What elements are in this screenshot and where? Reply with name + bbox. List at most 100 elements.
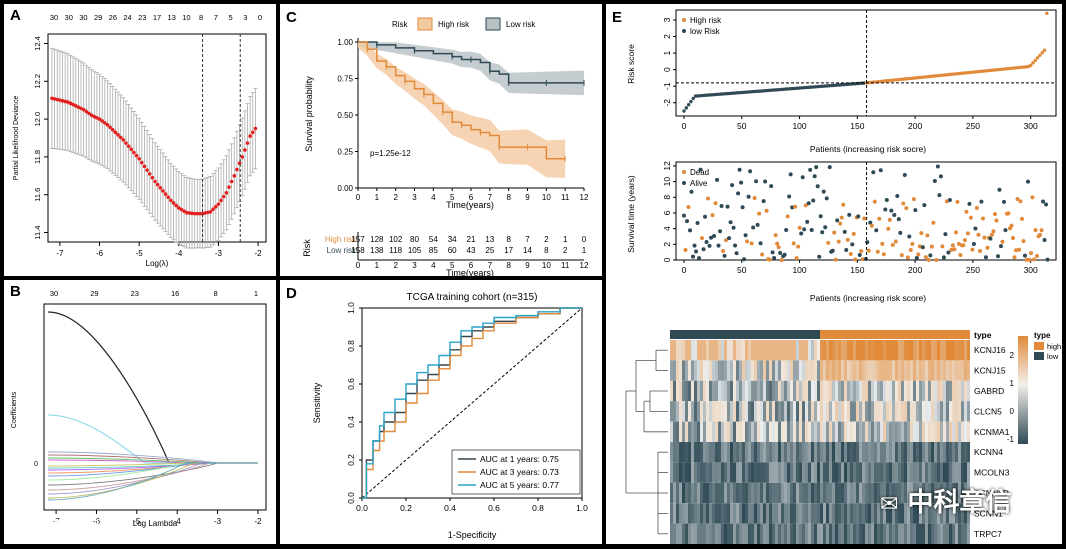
heatmap-cell	[883, 401, 886, 422]
survival-point	[734, 251, 739, 256]
heatmap-cell	[796, 462, 799, 483]
heatmap-cell	[943, 421, 946, 442]
heatmap-cell	[727, 340, 730, 361]
heatmap-cell	[940, 380, 943, 402]
risk-score-point	[682, 109, 686, 113]
heatmap-cell	[751, 442, 754, 463]
heatmap-cell	[934, 523, 937, 544]
heatmap-cell	[820, 380, 823, 402]
survival-point	[799, 231, 804, 236]
deviance-point	[87, 111, 91, 116]
legend-high-label: high	[1047, 342, 1061, 351]
gene-label: CLCN5	[974, 406, 1002, 416]
heatmap-cell	[940, 442, 943, 463]
heatmap-cell	[805, 523, 808, 544]
heatmap-cell	[937, 380, 940, 402]
heatmap-cell	[880, 523, 883, 544]
survival-point	[779, 257, 784, 262]
top-tick-label: 7	[214, 13, 218, 22]
heatmap-cell	[862, 401, 865, 422]
survival-point	[1015, 197, 1020, 202]
heatmap-cell	[733, 523, 736, 544]
heatmap-cell	[853, 503, 856, 524]
heatmap-cell	[730, 360, 733, 381]
heatmap-cell	[781, 421, 784, 442]
heatmap-cell	[811, 503, 814, 524]
heatmap-cell	[958, 523, 961, 544]
heatmap-cell	[901, 442, 904, 463]
heatmap-cell	[811, 401, 814, 422]
heatmap-cell	[697, 380, 700, 402]
survival-point	[979, 199, 984, 204]
heatmap-cell	[910, 503, 913, 524]
heatmap-cell	[961, 442, 964, 463]
heatmap-cell	[706, 503, 709, 524]
heatmap-cell	[835, 360, 838, 381]
heatmap-cell	[796, 482, 799, 504]
heatmap-cell	[769, 401, 772, 422]
heatmap-cell	[856, 360, 859, 381]
heatmap-cell	[670, 462, 673, 483]
heatmap-cell	[688, 340, 691, 361]
heatmap-cell	[868, 442, 871, 463]
heatmap-cell	[859, 442, 862, 463]
heatmap-cell	[679, 523, 682, 544]
heatmap-cell	[793, 380, 796, 402]
y-tick-label: 10	[662, 177, 672, 187]
heatmap-cell	[967, 360, 970, 381]
heatmap-cell	[889, 503, 892, 524]
heatmap-cell	[796, 401, 799, 422]
heatmap-cell	[781, 503, 784, 524]
heatmap-cell	[718, 482, 721, 504]
heatmap-cell	[730, 340, 733, 361]
deviance-point	[250, 130, 255, 135]
heatmap-cell	[724, 442, 727, 463]
survival-point	[752, 196, 757, 201]
heatmap-cell	[718, 401, 721, 422]
heatmap-cell	[742, 523, 745, 544]
heatmap-cell	[865, 462, 868, 483]
deviance-point	[219, 198, 223, 203]
survival-point	[913, 208, 918, 213]
heatmap-cell	[931, 421, 934, 442]
heatmap-cell	[904, 503, 907, 524]
heatmap-cell	[775, 503, 778, 524]
survival-point	[982, 235, 987, 240]
heatmap-cell	[679, 360, 682, 381]
heatmap-cell	[853, 380, 856, 402]
heatmap-cell	[934, 482, 937, 504]
survival-point	[1012, 255, 1017, 260]
survival-point	[1024, 257, 1029, 262]
heatmap-cell	[676, 482, 679, 504]
heatmap-cell	[937, 503, 940, 524]
heatmap-cell	[817, 523, 820, 544]
heatmap-cell	[892, 442, 895, 463]
heatmap-cell	[844, 340, 847, 361]
heatmap-cell	[928, 523, 931, 544]
heatmap-cell	[859, 482, 862, 504]
heatmap-cell	[898, 462, 901, 483]
x-axis-title: Time(years)	[446, 200, 494, 210]
risk-score-point	[1035, 56, 1040, 60]
x-tick-label: 2	[393, 193, 398, 202]
y-tick-label: 0	[34, 461, 38, 468]
heatmap-cell	[703, 380, 706, 402]
heatmap-cell	[742, 360, 745, 381]
heatmap-cell	[775, 462, 778, 483]
heatmap-cell	[820, 401, 823, 422]
heatmap-cell	[673, 442, 676, 463]
legend-dot-alive	[682, 181, 686, 185]
heatmap-cell	[673, 503, 676, 524]
heatmap-cell	[901, 462, 904, 483]
heatmap-cell	[853, 523, 856, 544]
heatmap-cell	[775, 401, 778, 422]
deviance-point	[126, 144, 131, 148]
heatmap-cell	[796, 340, 799, 361]
heatmap-cell	[865, 523, 868, 544]
legend-swatch-low	[1034, 352, 1044, 360]
gene-label: SCNN1	[974, 508, 1003, 518]
heatmap-cell	[961, 421, 964, 442]
heatmap-cell	[820, 421, 823, 442]
heatmap-cell	[709, 503, 712, 524]
x-tick-label: 0	[682, 121, 687, 131]
